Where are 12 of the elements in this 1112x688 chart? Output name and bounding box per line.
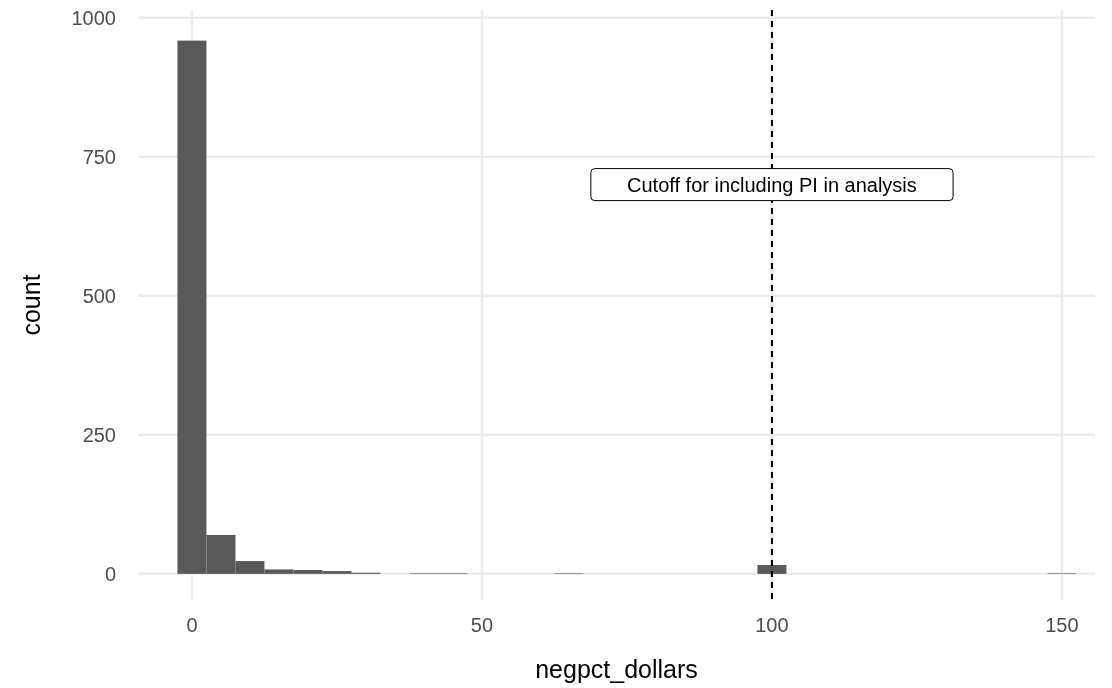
x-tick-label: 150 bbox=[1045, 614, 1079, 636]
x-tick-label: 100 bbox=[755, 614, 789, 636]
y-tick-label: 500 bbox=[82, 284, 116, 307]
x-tick-label: 0 bbox=[186, 614, 198, 636]
y-tick-label: 0 bbox=[104, 562, 116, 585]
x-axis-title: negpct_dollars bbox=[535, 655, 698, 683]
annotation: Cutoff for including PI in analysis bbox=[627, 173, 917, 196]
y-tick-label: 750 bbox=[82, 145, 116, 168]
y-tick-label: 250 bbox=[82, 423, 116, 446]
x-tick-label: 50 bbox=[470, 614, 494, 636]
y-axis-title: count bbox=[17, 274, 45, 336]
y-tick-label: 1000 bbox=[71, 6, 116, 29]
